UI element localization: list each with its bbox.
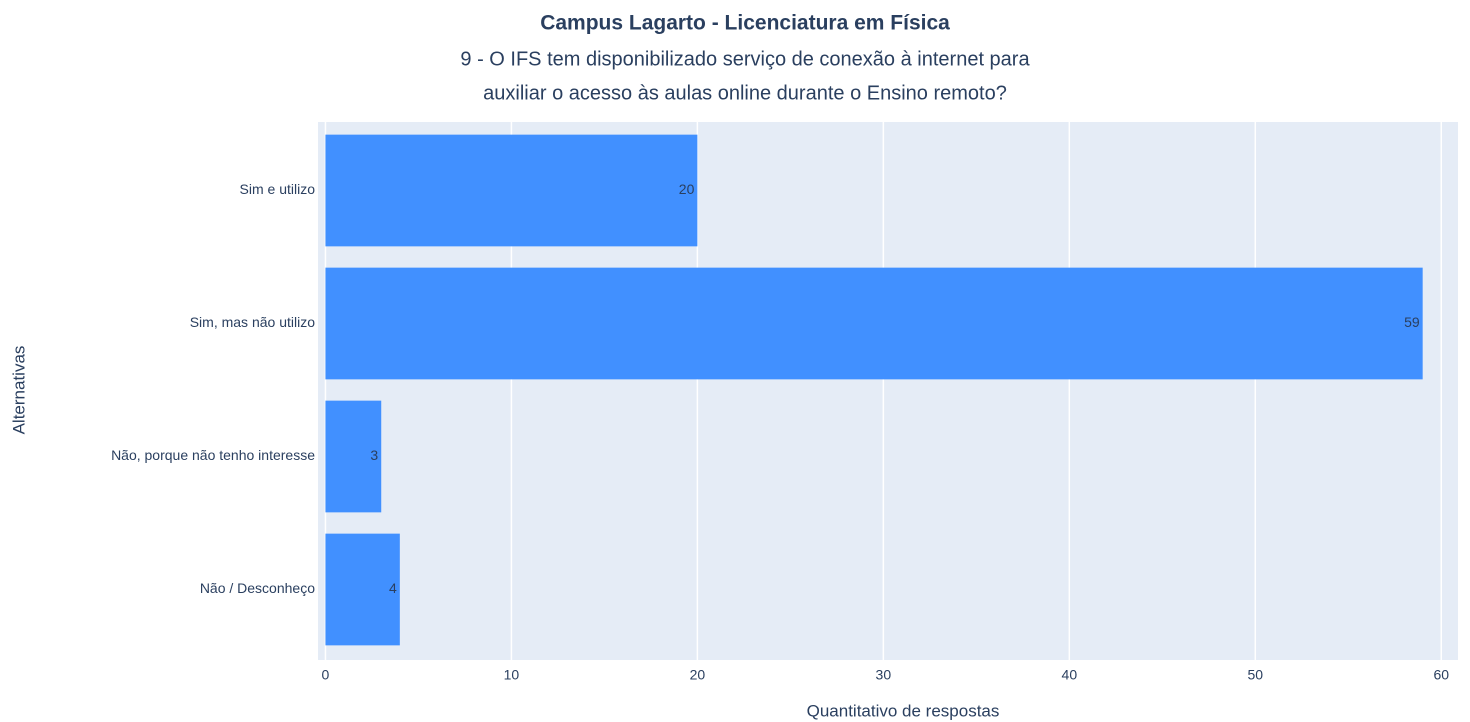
chart-subtitle: 9 - O IFS tem disponibilizado serviço de… [460,48,1030,70]
x-tick-label: 20 [690,667,706,683]
x-tick-label: 10 [504,667,520,683]
y-tick-label: Não, porque não tenho interesse [111,447,315,463]
x-tick-label: 40 [1062,667,1078,683]
x-axis-label: Quantitativo de respostas [807,701,1000,720]
x-tick-label: 50 [1248,667,1264,683]
bar [325,400,382,513]
y-axis-label: Alternativas [9,346,28,435]
y-tick-label: Sim, mas não utilizo [190,314,315,330]
bar [325,533,400,646]
chart-subtitle: auxiliar o acesso às aulas online durant… [483,82,1007,104]
x-tick-label: 60 [1433,667,1449,683]
bar [325,267,1423,380]
data-label: 3 [370,447,378,463]
bar [325,134,698,247]
chart-title: Campus Lagarto - Licenciatura em Física [540,12,950,35]
x-tick-label: 0 [322,667,330,683]
data-label: 4 [389,580,397,596]
y-tick-label: Não / Desconheço [200,580,315,596]
x-tick-label: 30 [876,667,892,683]
data-label: 20 [679,181,695,197]
data-label: 59 [1404,314,1420,330]
y-tick-label: Sim e utilizo [240,181,316,197]
